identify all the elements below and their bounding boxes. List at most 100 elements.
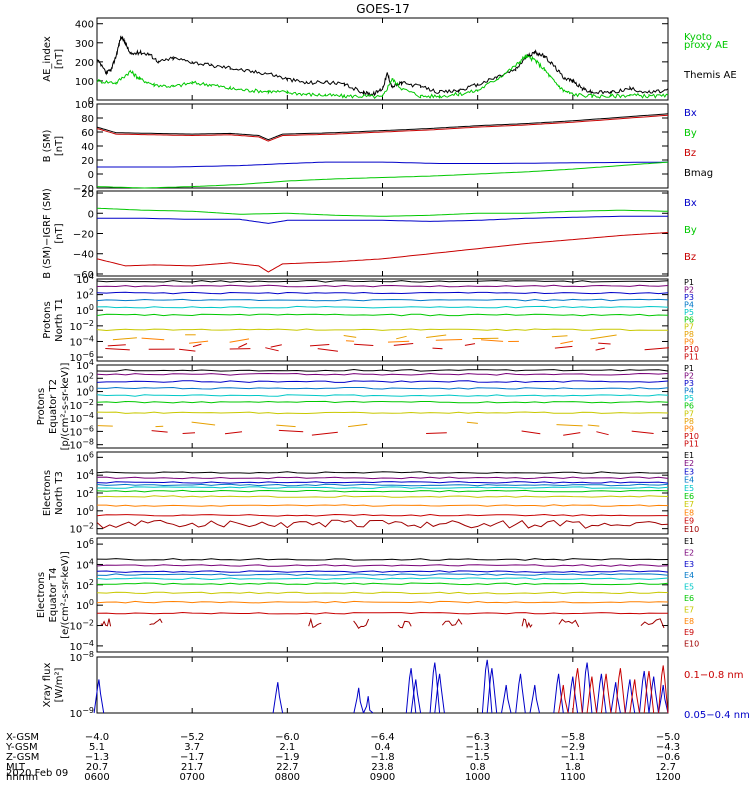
series-7-e6 — [97, 583, 668, 585]
y-axis-label: North T3 — [54, 471, 65, 515]
series-2-bmag — [97, 114, 668, 140]
y-tick-label: 104 — [76, 468, 94, 482]
y-tick-label: 100 — [76, 504, 94, 518]
series-5-p2 — [97, 374, 668, 376]
panel-7-frame — [97, 538, 668, 652]
series-7-e4 — [97, 574, 668, 576]
series-7-e8 — [97, 601, 668, 603]
series-1-themisae — [97, 36, 668, 96]
series-4-p2 — [97, 285, 668, 287]
legend-e10: E10 — [684, 640, 699, 649]
series-4-p9 — [436, 340, 462, 341]
y-tick-label: 104 — [76, 272, 94, 286]
y-tick-label: 100 — [76, 598, 94, 612]
panel-6-frame — [97, 452, 668, 534]
legend-e3: E3 — [684, 560, 694, 569]
series-6-e3 — [97, 482, 668, 484]
legend-e10: E10 — [684, 525, 699, 534]
y-tick-label: 10−6 — [69, 424, 94, 438]
series-4-p10 — [238, 344, 247, 348]
y-tick-label: 102 — [76, 371, 94, 385]
series-4-p3 — [97, 292, 668, 294]
legend-e4: E4 — [684, 571, 694, 580]
series-5-p8 — [276, 425, 295, 427]
y-tick-label: 20 — [81, 156, 94, 167]
y-axis-label: Electrons — [42, 470, 53, 516]
series-4-p9 — [560, 341, 573, 344]
series-5-p10 — [522, 431, 541, 434]
legend-by: By — [684, 225, 697, 236]
series-4-p11 — [179, 349, 195, 351]
series-5-p10 — [596, 432, 608, 435]
series-4-p10 — [598, 343, 610, 344]
y-axis-label: Electrons — [36, 572, 47, 618]
legend-e5: E5 — [684, 583, 694, 592]
series-5-p8 — [588, 425, 600, 426]
series-4-p9 — [388, 341, 409, 342]
legend-e6: E6 — [684, 594, 694, 603]
series-6-e8 — [97, 505, 668, 507]
panel-3-frame — [97, 191, 668, 276]
y-tick-label: 106 — [76, 537, 94, 551]
y-tick-label: 10−2 — [69, 398, 94, 412]
panel-2-frame — [97, 104, 668, 188]
ephemeris-value: 0700 — [179, 772, 204, 783]
series-4-p10 — [555, 346, 573, 348]
series-4-p6 — [97, 314, 668, 316]
y-tick-label: 10−2 — [69, 319, 94, 333]
series-4-p11 — [318, 349, 338, 352]
series-4-p8 — [426, 335, 446, 338]
series-4-p9 — [189, 341, 208, 343]
series-8-00504nm-spike — [530, 685, 540, 713]
series-4-p11 — [265, 348, 278, 351]
series-7-e10 — [641, 619, 664, 628]
y-tick-label: 104 — [76, 557, 94, 571]
series-2-bz — [97, 115, 668, 141]
y-axis-label: [nT] — [54, 49, 65, 69]
y-axis-label: [nT] — [54, 136, 65, 156]
series-7-e2 — [97, 565, 668, 567]
series-8-00504nm-spike — [94, 679, 104, 713]
series-8-0108nm-spike — [616, 668, 626, 713]
y-tick-label: 400 — [75, 20, 94, 31]
series-4-p11 — [105, 349, 130, 350]
series-4-p8 — [113, 338, 137, 340]
y-tick-label: 100 — [76, 385, 94, 399]
panel-5-frame — [97, 365, 668, 448]
series-6-e1 — [97, 472, 668, 474]
series-3-by — [97, 208, 668, 216]
ephemeris-value: 0900 — [370, 772, 395, 783]
y-tick-label: 10−9 — [69, 706, 94, 720]
panel-8-frame — [97, 657, 668, 713]
y-axis-label: B (SM)−IGRF (SM) — [42, 188, 53, 279]
legend-e2: E2 — [684, 548, 694, 557]
y-tick-label: 102 — [76, 288, 94, 302]
series-4-p8 — [552, 336, 568, 337]
legend-proxyae: proxy AE — [684, 40, 728, 51]
y-tick-label: 0 — [88, 170, 94, 181]
legend-e8: E8 — [684, 617, 694, 626]
series-6-e5 — [97, 487, 668, 489]
y-axis-label: Equator T2 — [48, 379, 59, 434]
series-3-bx — [97, 216, 668, 223]
series-3-bz — [97, 233, 668, 273]
series-5-p6 — [97, 401, 668, 403]
series-4-p10 — [354, 344, 373, 345]
series-5-p10 — [426, 433, 447, 434]
series-5-p10 — [279, 430, 303, 431]
series-8-0108nm-spike — [644, 671, 654, 713]
legend-p11: P11 — [684, 353, 699, 362]
series-5-p8 — [557, 425, 583, 426]
series-4-p11 — [645, 348, 669, 350]
series-1-kyotoproxyae — [97, 55, 668, 98]
series-5-p8 — [348, 424, 367, 426]
series-5-p10 — [312, 432, 338, 435]
y-axis-label: Protons — [42, 301, 53, 338]
y-axis-label: Protons — [36, 388, 47, 425]
series-4-p9 — [142, 338, 165, 340]
series-5-p10 — [225, 432, 242, 434]
figure-title: GOES-17 — [356, 2, 410, 16]
legend-bmag: Bmag — [684, 168, 713, 179]
series-2-bx — [97, 162, 668, 167]
series-4-p4 — [97, 299, 668, 301]
